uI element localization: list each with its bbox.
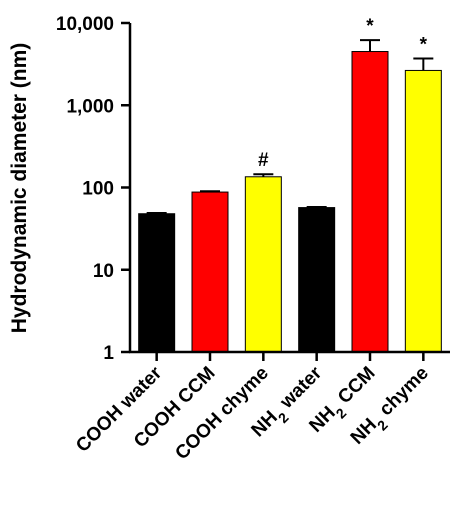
- bar: [298, 207, 336, 353]
- y-tick-label: 1,000: [66, 96, 114, 117]
- category-label-main: COOH chyme: [171, 363, 272, 464]
- x-category-label: COOH chyme: [171, 363, 272, 464]
- y-tick-label: 10: [93, 261, 114, 282]
- category-label-suffix: chyme: [372, 363, 433, 424]
- y-tick-label: 10,000: [56, 14, 114, 35]
- y-axis: 1 10 100 1,000 10,000: [56, 14, 132, 364]
- bar: [404, 69, 442, 353]
- bar: [244, 176, 282, 353]
- significance-mark: *: [366, 16, 374, 37]
- y-tick-label: 1: [103, 343, 114, 364]
- y-axis-title: Hydrodynamic diameter (nm): [8, 43, 31, 334]
- bar: [138, 213, 176, 353]
- bars: # * *: [138, 16, 442, 353]
- bar: [351, 51, 389, 353]
- significance-mark: *: [420, 35, 428, 56]
- bar: [191, 191, 229, 353]
- significance-mark: #: [258, 150, 269, 171]
- category-label-suffix: CCM: [330, 363, 379, 412]
- y-tick-label: 100: [82, 179, 114, 200]
